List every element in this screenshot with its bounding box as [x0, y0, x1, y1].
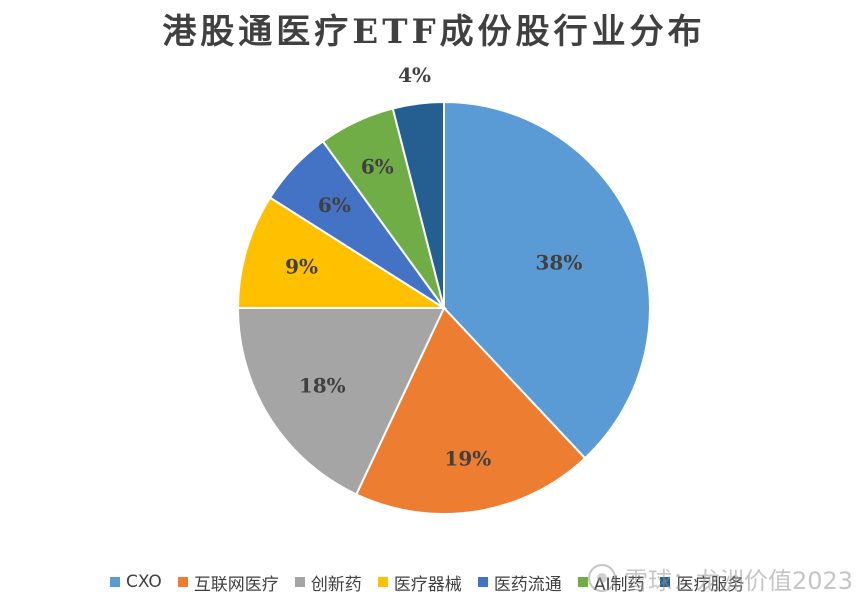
legend-swatch: [577, 577, 588, 587]
snowball-logo-icon: [588, 564, 616, 592]
data-label-5: 6%: [361, 154, 394, 178]
pie-slice-6: [391, 100, 445, 309]
legend-swatch: [660, 577, 671, 587]
pie-slice-1: [354, 306, 587, 515]
legend-label: 医疗器械: [393, 574, 462, 595]
data-label-3: 9%: [285, 255, 318, 279]
legend-label: 创新药: [310, 574, 362, 595]
legend-item-4: 医药流通: [477, 570, 562, 595]
watermark: 雪球：龙洲价值2023: [588, 560, 853, 596]
legend-swatch: [377, 577, 388, 587]
pie-slices: [236, 100, 651, 515]
data-label-2: 18%: [299, 373, 346, 397]
legend-swatch: [110, 577, 120, 587]
legend-item-0: CXO: [110, 572, 162, 592]
legend-label: CXO: [126, 572, 162, 592]
pie-slice-3: [236, 196, 448, 309]
data-label-4: 6%: [318, 193, 351, 217]
legend-swatch: [477, 577, 488, 587]
watermark-text: 雪球：龙洲价值2023: [624, 566, 854, 595]
legend-label: 医药流通: [493, 574, 562, 595]
pie-slice-0: [443, 100, 651, 460]
legend-swatch: [177, 577, 188, 587]
pie-slice-2: [236, 307, 446, 496]
legend-swatch: [294, 577, 305, 587]
legend-label: 互联网医疗: [193, 574, 279, 595]
legend-item-2: 创新药: [294, 570, 362, 595]
data-label-1: 19%: [444, 447, 491, 471]
pie-labels: 38% 19% 18% 9% 6% 6% 4%: [285, 63, 582, 471]
legend-label: 医疗服务: [676, 574, 745, 595]
legend-item-3: 医疗器械: [377, 570, 462, 595]
chart-title: 港股通医疗ETF成份股行业分布: [162, 12, 706, 52]
data-label-6: 4%: [398, 63, 431, 87]
data-label-0: 38%: [535, 250, 582, 274]
legend-item-6: 医疗服务: [660, 570, 744, 595]
legend-item-1: 互联网医疗: [177, 570, 279, 595]
